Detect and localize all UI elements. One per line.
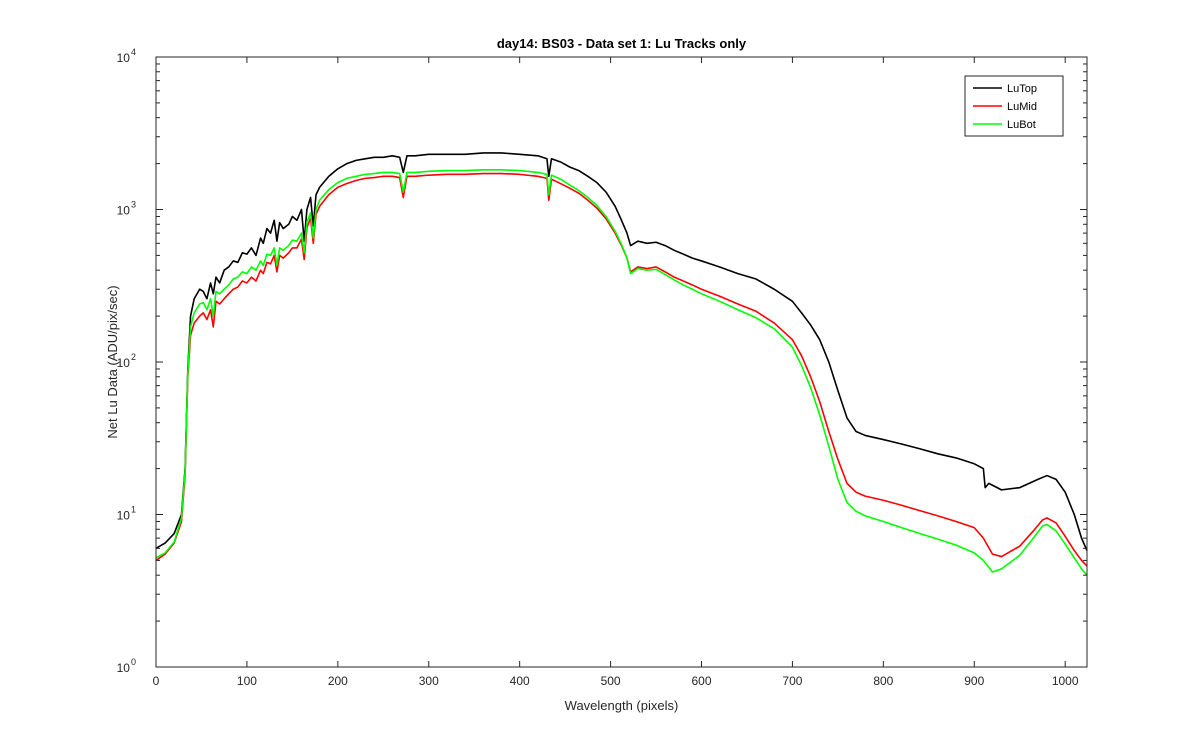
x-tick-label: 500 — [601, 674, 621, 688]
legend-label-lubot: LuBot — [1007, 119, 1036, 131]
x-tick-label: 200 — [328, 674, 348, 688]
x-tick-label: 300 — [419, 674, 439, 688]
y-tick-label: 101 — [117, 505, 136, 523]
legend-label-lutop: LuTop — [1007, 83, 1037, 95]
series-line-lumid — [155, 172, 1088, 567]
plot-area — [156, 57, 1087, 667]
axes-layer: 0 100 200 300 400 500 600 700 800 900 1000 100 101 10… — [117, 47, 1087, 688]
y-tick-label: 104 — [117, 47, 136, 65]
x-tick-label: 700 — [782, 674, 802, 688]
x-tick-label: 100 — [237, 674, 257, 688]
x-tick-label: 400 — [510, 674, 530, 688]
y-axis-label: Net Lu Data (ADU/pix/sec) — [105, 285, 120, 438]
series-layer — [155, 152, 1088, 576]
x-tick-label: 600 — [691, 674, 711, 688]
x-tick-label: 800 — [873, 674, 893, 688]
y-tick-label: 100 — [117, 657, 136, 675]
x-tick-label: 900 — [964, 674, 984, 688]
legend-label-lumid: LuMid — [1007, 101, 1037, 113]
x-tick-label: 1000 — [1052, 674, 1079, 688]
series-line-lubot — [155, 169, 1088, 576]
legend: LuTop LuMid LuBot — [964, 75, 1064, 137]
series-line-lutop — [155, 152, 1088, 551]
x-tick-label: 0 — [153, 674, 160, 688]
y-tick-label: 103 — [117, 200, 136, 218]
x-axis-label: Wavelength (pixels) — [565, 698, 679, 713]
plot-frame — [155, 56, 1088, 668]
chart-title: day14: BS03 - Data set 1: Lu Tracks only — [497, 36, 747, 51]
